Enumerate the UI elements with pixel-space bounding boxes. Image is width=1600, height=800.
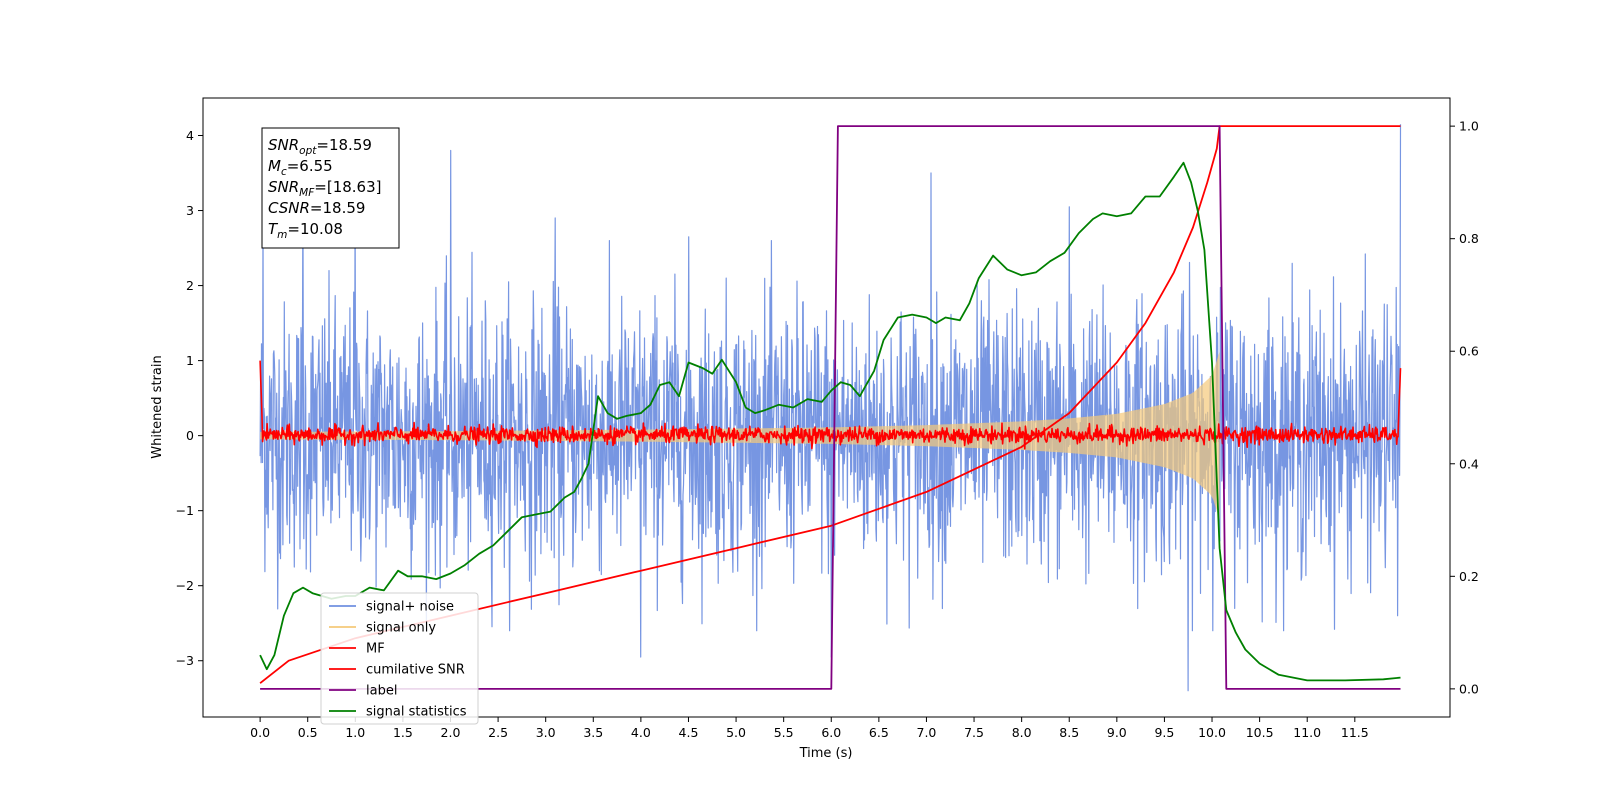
x-tick-label: 8.5 (1059, 725, 1079, 740)
x-tick-label: 4.0 (631, 725, 651, 740)
x-tick-label: 1.0 (345, 725, 365, 740)
info-line: SNRMF=[18.63] (268, 178, 382, 199)
x-tick-label: 3.5 (583, 725, 603, 740)
y-tick-label: −1 (176, 503, 194, 518)
x-tick-label: 4.5 (679, 725, 699, 740)
y-tick-label: 2 (186, 278, 194, 293)
x-tick-label: 1.5 (393, 725, 413, 740)
legend: signal+ noise signal only MF cumilative SNR… (320, 592, 479, 725)
y2-tick-label: 0.4 (1459, 456, 1479, 471)
series-4-label-line (260, 125, 1401, 690)
series-5-signal-statistics-line (259, 161, 1401, 682)
y-axis-left: −3 −2 −1 0 1 2 3 4 (176, 128, 203, 668)
series-1-signal-only-band (260, 351, 1220, 520)
y2-tick-label: 0.6 (1459, 344, 1479, 359)
x-tick-label: 6.0 (821, 725, 841, 740)
y-axis-label: Whitened strain (150, 355, 165, 458)
y2-tick-label: 0.8 (1459, 231, 1479, 246)
info-line: CSNR=18.59 (268, 199, 365, 217)
x-axis-label: Time (s) (799, 746, 853, 761)
info-annotation-box: SNRopt=18.59Mc=6.55SNRMF=[18.63]CSNR=18.… (261, 127, 400, 249)
y-tick-label: 4 (186, 128, 194, 143)
series-2-mf-line (259, 360, 1402, 450)
y-tick-label: −2 (176, 578, 194, 593)
x-tick-label: 2.0 (441, 725, 461, 740)
x-tick-label: 0.5 (298, 725, 318, 740)
x-tick-label: 6.5 (869, 725, 889, 740)
legend-label: MF (366, 642, 385, 657)
x-tick-label: 5.0 (726, 725, 746, 740)
y2-tick-label: 0.0 (1459, 681, 1479, 696)
info-line: SNRopt=18.59 (268, 136, 372, 157)
legend-label: label (366, 684, 397, 699)
legend-label: signal only (366, 621, 436, 636)
y2-tick-label: 0.2 (1459, 569, 1479, 584)
x-tick-label: 5.5 (774, 725, 794, 740)
plot-area-frame (202, 97, 1451, 718)
x-tick-label: 11.5 (1341, 725, 1369, 740)
y2-tick-label: 1.0 (1459, 119, 1479, 134)
x-tick-label: 10.5 (1246, 725, 1274, 740)
x-tick-label: 2.5 (488, 725, 508, 740)
x-tick-label: 7.0 (917, 725, 937, 740)
x-tick-label: 9.0 (1107, 725, 1127, 740)
y-tick-label: 1 (186, 353, 194, 368)
y-axis-right: 0.0 0.2 0.4 0.6 0.8 1.0 (1450, 119, 1479, 696)
info-line: Tm=10.08 (268, 220, 343, 241)
legend-label: cumilative SNR (366, 663, 465, 678)
y-tick-label: 3 (186, 203, 194, 218)
x-tick-label: 11.0 (1293, 725, 1321, 740)
x-tick-label: 8.0 (1012, 725, 1032, 740)
legend-label: signal statistics (366, 705, 467, 720)
legend-frame (320, 592, 479, 725)
x-tick-label: 0.0 (250, 725, 270, 740)
x-tick-label: 10.0 (1198, 725, 1226, 740)
legend-label: signal+ noise (366, 600, 454, 615)
info-line: Mc=6.55 (268, 157, 333, 178)
info-box-frame (261, 127, 400, 249)
series-layer (259, 124, 1402, 692)
x-tick-label: 7.5 (964, 725, 984, 740)
x-tick-label: 3.0 (536, 725, 556, 740)
y-tick-label: −3 (176, 653, 194, 668)
y-tick-label: 0 (186, 428, 194, 443)
x-tick-label: 9.5 (1154, 725, 1174, 740)
x-axis: 0.0 0.5 1.0 1.5 2.0 2.5 3.0 3.5 4.0 4.5 5.0 5.5 6.0 6… (250, 717, 1369, 740)
series-3-cumulative-snr-line (259, 125, 1401, 684)
